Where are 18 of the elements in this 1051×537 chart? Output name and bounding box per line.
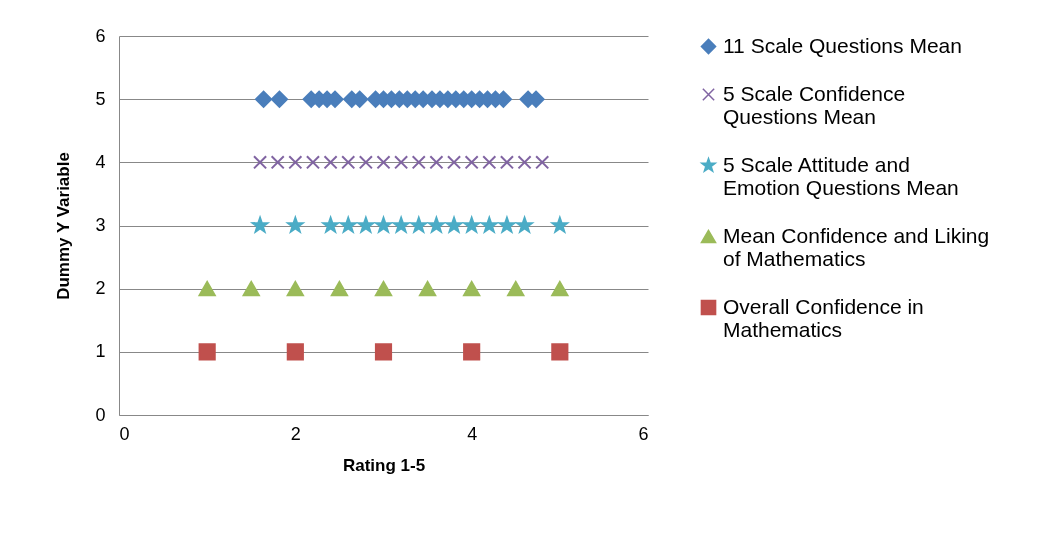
y-tick-label: 6 bbox=[95, 25, 106, 46]
y-tick-label: 1 bbox=[95, 341, 106, 362]
x-tick-label: 6 bbox=[638, 423, 649, 444]
y-tick-label: 0 bbox=[95, 404, 106, 425]
y-axis-title: Dummy Y Variable bbox=[54, 152, 74, 300]
legend-label: Overall Confidence in Mathematics bbox=[723, 294, 924, 341]
x-tick-label: 4 bbox=[467, 423, 478, 444]
legend-label: 5 Scale Attitude and Emotion Questions Mean bbox=[723, 152, 959, 199]
y-tick-label: 5 bbox=[95, 88, 106, 109]
y-tick-label: 4 bbox=[95, 151, 106, 172]
x-axis-title: Rating 1-5 bbox=[342, 455, 426, 475]
y-tick-label: 3 bbox=[95, 215, 106, 235]
legend-label: 11 Scale Questions Mean bbox=[723, 33, 962, 57]
x-tick-label: 2 bbox=[290, 423, 301, 444]
x-tick-label: 0 bbox=[119, 423, 130, 444]
y-tick-label: 2 bbox=[95, 278, 106, 299]
legend-label: Mean Confidence and Liking of Mathematics bbox=[723, 223, 990, 270]
legend-label: 5 Scale Confidence Questions Mean bbox=[723, 81, 906, 128]
